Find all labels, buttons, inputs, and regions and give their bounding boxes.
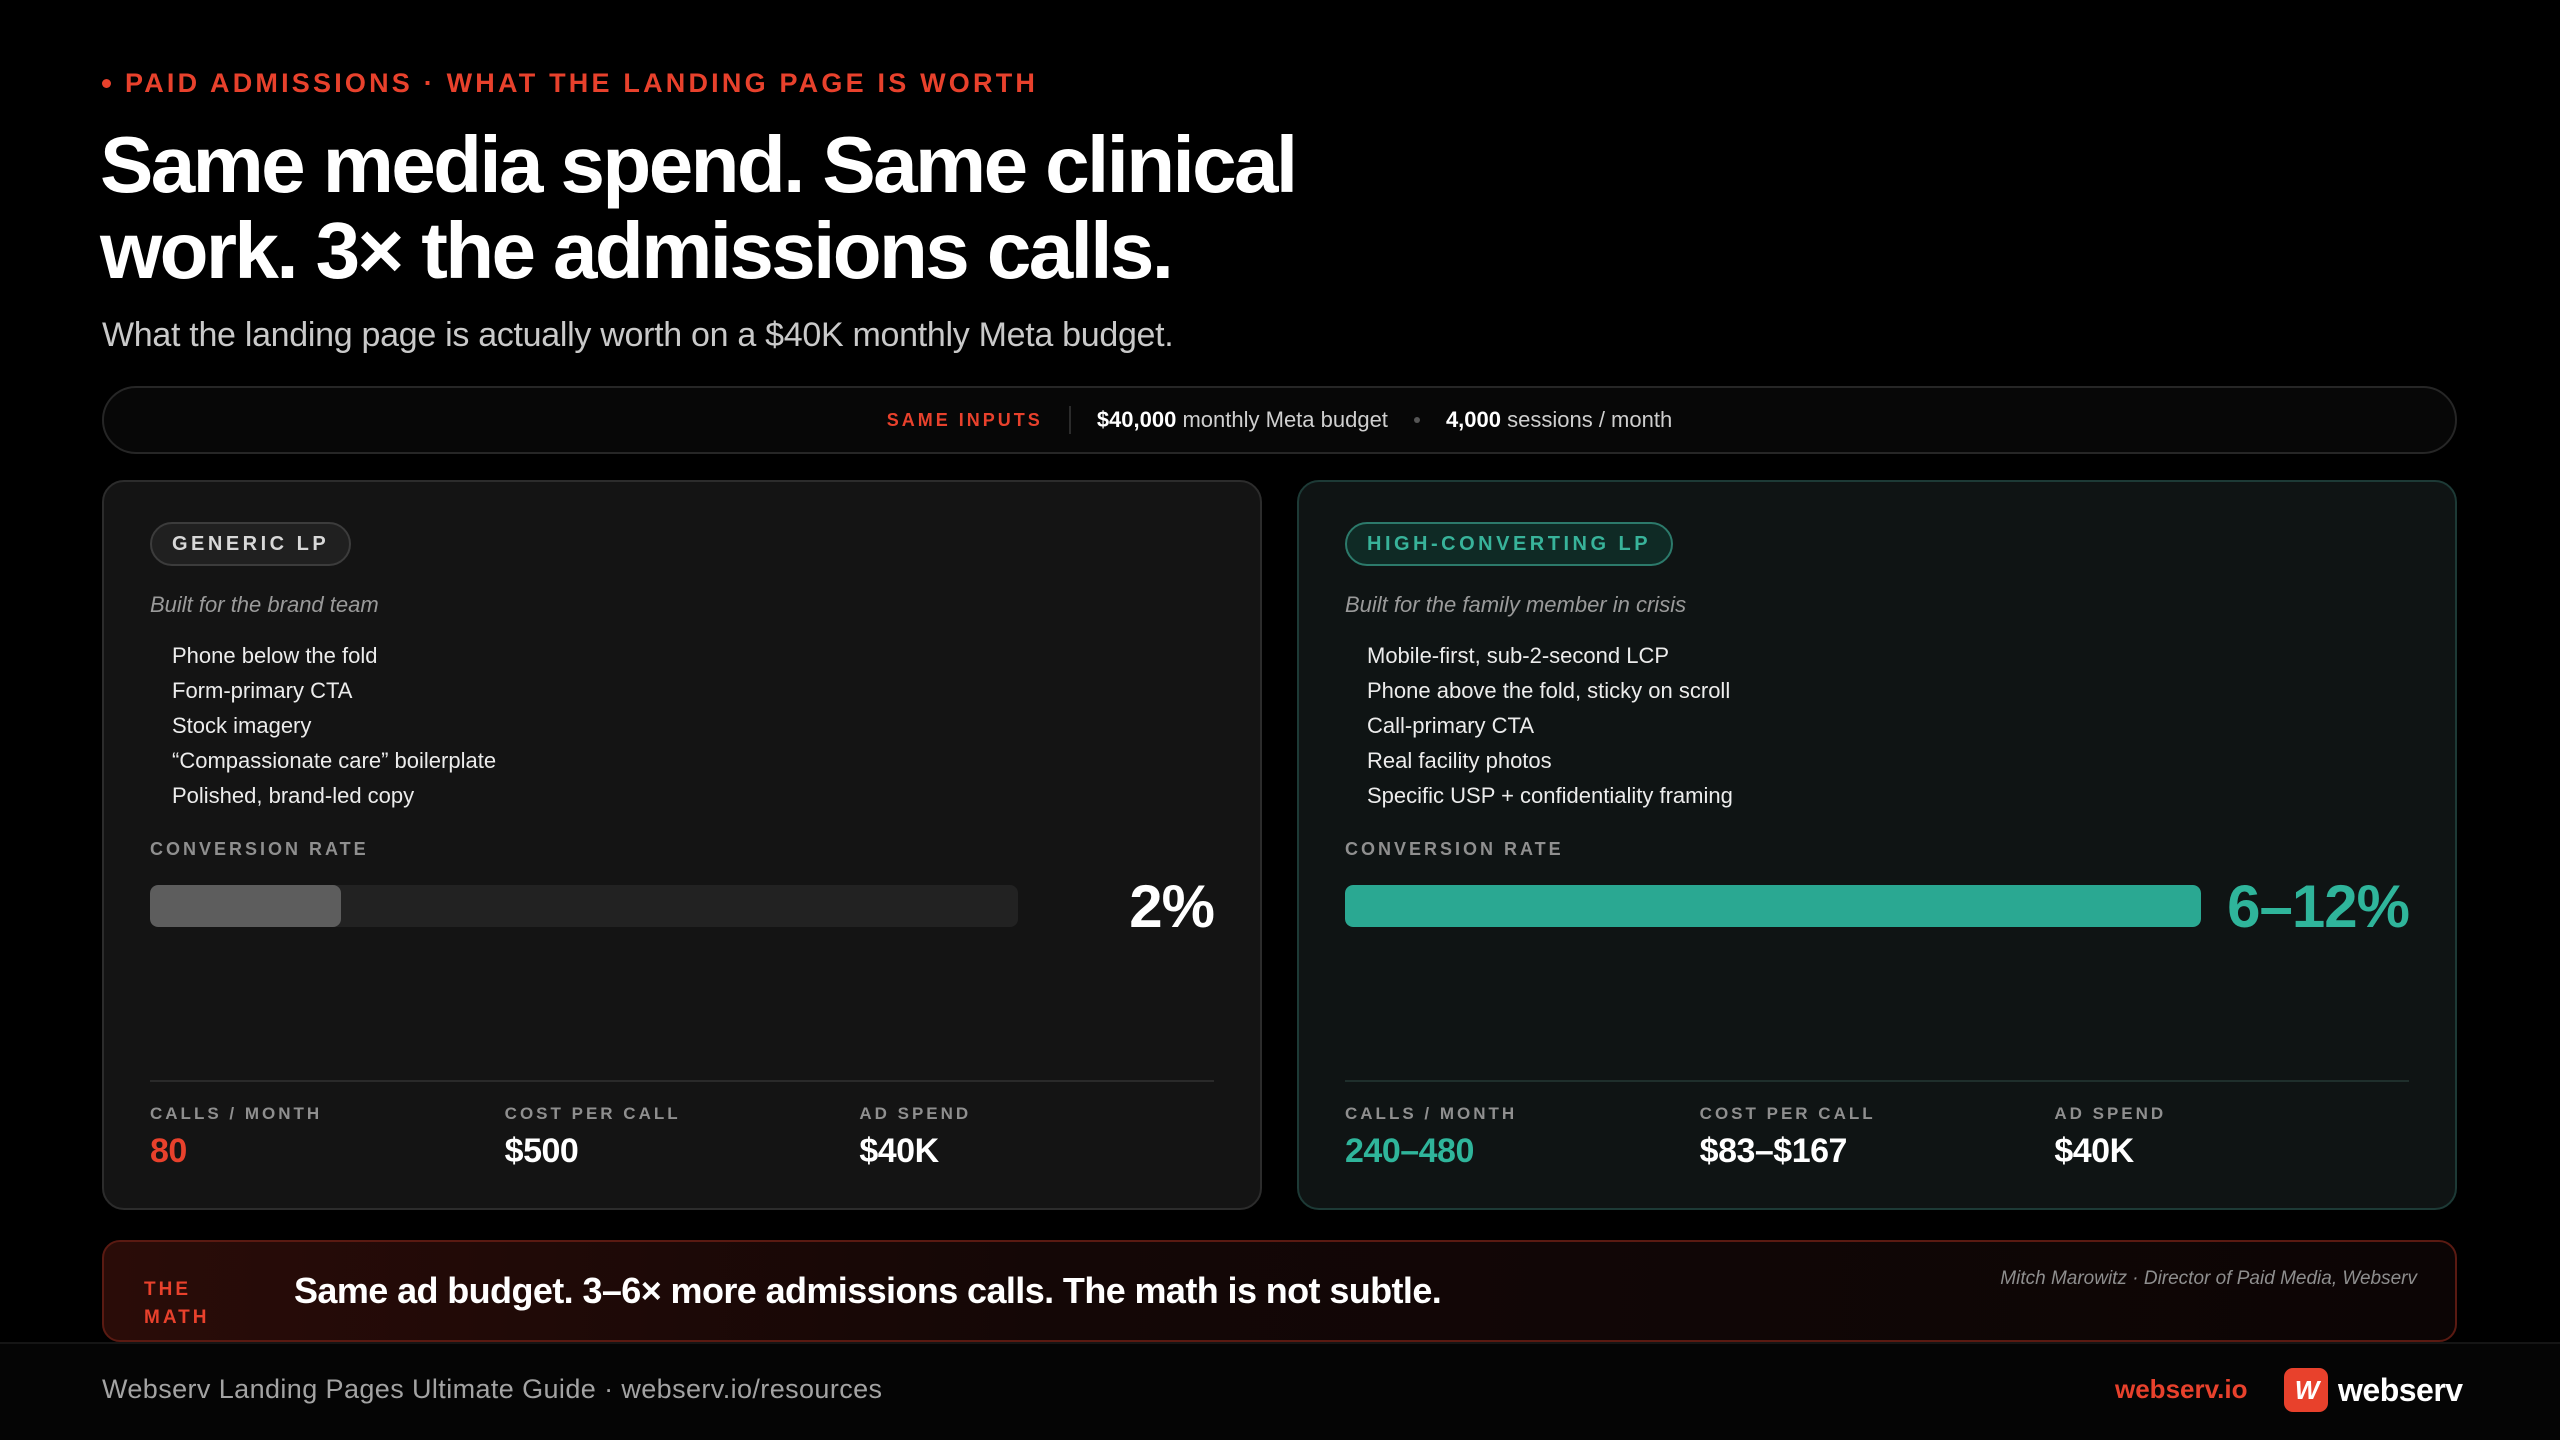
- high-converting-lp-card: HIGH-CONVERTING LP Built for the family …: [1297, 480, 2457, 1210]
- conversion-rate-value: 6–12%: [2227, 872, 2410, 940]
- conversion-rate-value: 2%: [1129, 872, 1215, 940]
- feature-item: Mobile-first, sub-2-second LCP: [1367, 643, 1670, 668]
- stat-value: 80: [150, 1132, 187, 1170]
- stat-label: AD SPEND: [859, 1104, 972, 1123]
- stat-value: $40K: [2054, 1132, 2134, 1170]
- stat-value: $83–$167: [1699, 1132, 1848, 1170]
- generic-lp-stats: CALLS / MONTH 80 COST PER CALL $500 AD S…: [150, 1080, 1214, 1171]
- generic-lp-features: Phone below the fold Form-primary CTA St…: [150, 638, 1214, 813]
- stat-label: COST PER CALL: [504, 1104, 681, 1123]
- headline: Same media spend. Same clinical work. 3×…: [100, 120, 1298, 295]
- feature-item: Phone below the fold: [172, 643, 378, 668]
- feature-item: Polished, brand-led copy: [172, 783, 415, 808]
- sessions-input: 4,000 sessions / month: [1446, 407, 1672, 433]
- budget-input: $40,000 monthly Meta budget: [1097, 407, 1388, 433]
- generic-lp-pill: GENERIC LP: [150, 522, 352, 566]
- footer-source: Webserv Landing Pages Ultimate Guide · w…: [102, 1374, 883, 1404]
- feature-item: Form-primary CTA: [172, 678, 353, 703]
- conversion-rate-label: CONVERSION RATE: [150, 839, 369, 859]
- subhead: What the landing page is actually worth …: [102, 316, 1174, 354]
- feature-item: Call-primary CTA: [1367, 713, 1535, 738]
- budget-value: $40,000: [1096, 407, 1177, 432]
- math-credit: Mitch Marowitz · Director of Paid Media,…: [2000, 1268, 2417, 1289]
- ad-spend-stat: AD SPEND $40K: [859, 1104, 1214, 1171]
- high-converting-lp-stats: CALLS / MONTH 240–480 COST PER CALL $83–…: [1345, 1080, 2409, 1171]
- stat-value: $500: [504, 1132, 579, 1170]
- eyebrow: PAID ADMISSIONS · WHAT THE LANDING PAGE …: [102, 68, 1038, 99]
- high-converting-lp-features: Mobile-first, sub-2-second LCP Phone abo…: [1345, 638, 2409, 813]
- footer-site-link[interactable]: webserv.io: [2115, 1374, 2248, 1404]
- generic-lp-card: GENERIC LP Built for the brand team Phon…: [102, 480, 1262, 1210]
- conversion-rate-fill: [150, 885, 341, 927]
- webserv-logo[interactable]: W webserv: [2284, 1368, 2463, 1412]
- generic-lp-subtitle: Built for the brand team: [150, 592, 379, 617]
- stat-label: COST PER CALL: [1699, 1104, 1876, 1123]
- cost-per-call-stat: COST PER CALL $500: [505, 1104, 860, 1171]
- budget-label: monthly Meta budget: [1182, 407, 1388, 432]
- conversion-rate-label: CONVERSION RATE: [1345, 839, 1564, 859]
- calls-per-month-stat: CALLS / MONTH 80: [150, 1104, 505, 1171]
- stat-value: $40K: [859, 1132, 939, 1170]
- conversion-rate-fill: [1345, 885, 2201, 927]
- feature-item: “Compassionate care” boilerplate: [172, 748, 497, 773]
- conversion-rate-track: [150, 885, 1018, 927]
- same-inputs-bar: SAME INPUTS $40,000 monthly Meta budget …: [102, 386, 2457, 454]
- inputs-separator: [1413, 417, 1420, 423]
- footer: Webserv Landing Pages Ultimate Guide · w…: [0, 1342, 2560, 1440]
- stat-label: CALLS / MONTH: [150, 1104, 323, 1123]
- high-converting-lp-subtitle: Built for the family member in crisis: [1345, 592, 1687, 617]
- sessions-value: 4,000: [1445, 407, 1501, 432]
- conversion-rate-row: 6–12%: [1345, 873, 2410, 940]
- calls-per-month-stat: CALLS / MONTH 240–480: [1345, 1104, 1700, 1171]
- math-tag: THE MATH: [144, 1279, 210, 1328]
- math-statement: Same ad budget. 3–6× more admissions cal…: [294, 1270, 1442, 1311]
- feature-item: Phone above the fold, sticky on scroll: [1367, 678, 1731, 703]
- stat-value: 240–480: [1345, 1132, 1474, 1170]
- eyebrow-text: PAID ADMISSIONS · WHAT THE LANDING PAGE …: [125, 68, 1039, 98]
- webserv-wordmark: webserv: [2338, 1371, 2463, 1408]
- high-converting-lp-pill: HIGH-CONVERTING LP: [1345, 522, 1674, 566]
- eyebrow-dot: [102, 79, 111, 88]
- the-math-callout: THE MATH Same ad budget. 3–6× more admis…: [102, 1240, 2457, 1342]
- conversion-rate-track: [1345, 885, 2201, 927]
- sessions-label: sessions / month: [1507, 407, 1673, 432]
- stat-label: AD SPEND: [2054, 1104, 2167, 1123]
- feature-item: Stock imagery: [172, 713, 312, 738]
- ad-spend-stat: AD SPEND $40K: [2054, 1104, 2409, 1171]
- feature-item: Real facility photos: [1367, 748, 1552, 773]
- conversion-rate-row: 2%: [150, 873, 1215, 940]
- webserv-logo-icon: W: [2284, 1368, 2328, 1412]
- feature-item: Specific USP + confidentiality framing: [1367, 783, 1733, 808]
- inputs-tag: SAME INPUTS: [887, 406, 1071, 434]
- cost-per-call-stat: COST PER CALL $83–$167: [1700, 1104, 2055, 1171]
- stat-label: CALLS / MONTH: [1345, 1104, 1518, 1123]
